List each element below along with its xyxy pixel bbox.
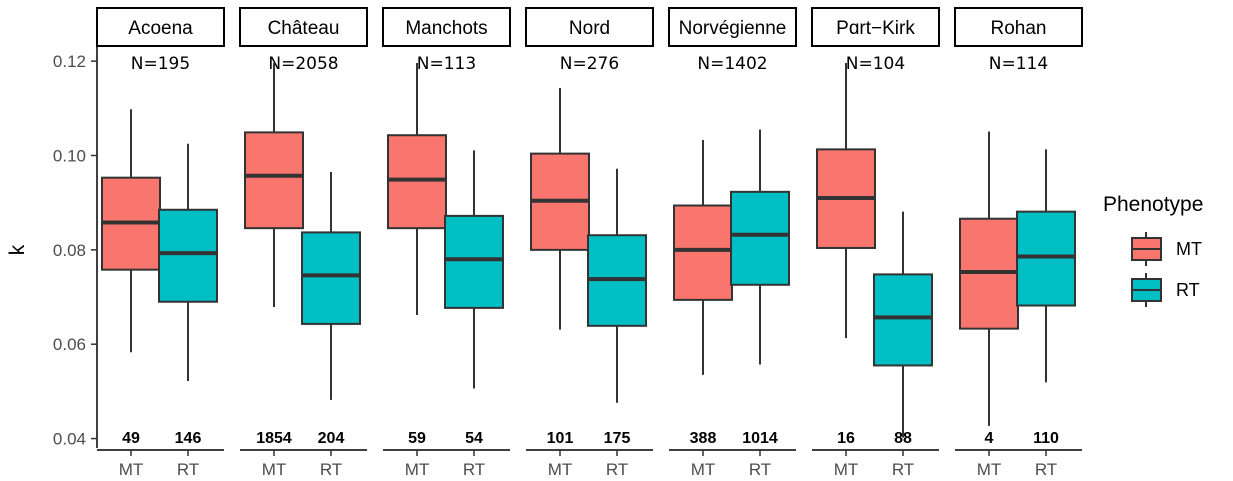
count-label: 88 xyxy=(894,430,912,447)
x-tick-label: RT xyxy=(1035,460,1057,479)
box-rt xyxy=(301,231,361,325)
legend-label: MT xyxy=(1176,239,1202,259)
box-mt xyxy=(673,204,733,301)
count-label: 59 xyxy=(408,430,426,447)
x-tick-label: RT xyxy=(892,460,914,479)
facet-strip-label: Nord xyxy=(569,18,610,39)
x-tick-label: MT xyxy=(977,460,1002,479)
box-rt xyxy=(444,214,504,309)
box-rt xyxy=(873,273,933,367)
x-tick-label: MT xyxy=(405,460,430,479)
facet-n-label: N=104 xyxy=(846,54,905,74)
count-label: 16 xyxy=(837,430,855,447)
facet-strip xyxy=(525,7,654,47)
y-axis-title: k xyxy=(6,244,29,255)
x-tick-label: RT xyxy=(749,460,771,479)
facet-n-label: N=276 xyxy=(560,54,619,74)
x-tick-label: MT xyxy=(691,460,716,479)
y-tick-label: 0.12 xyxy=(53,52,86,71)
facet-n-label: N=195 xyxy=(131,54,190,74)
box-rt xyxy=(158,208,218,303)
count-label: 49 xyxy=(122,430,140,447)
box-mt xyxy=(244,131,304,230)
legend: Phenotype MT RT xyxy=(1103,193,1203,307)
facet-panel: Manchots N=113 59 MT 54 RT xyxy=(382,7,511,479)
box-rt xyxy=(730,190,790,286)
count-label: 204 xyxy=(318,430,345,447)
x-tick-label: RT xyxy=(320,460,342,479)
facet-strip xyxy=(954,7,1083,47)
facet-n-label: N=113 xyxy=(417,54,476,74)
y-axis: 0.04 0.06 0.08 0.10 0.12 xyxy=(53,47,98,449)
facet-strip-label: Manchots xyxy=(405,18,487,39)
facet-panel: Rohan N=114 4 MT 110 RT xyxy=(954,7,1083,479)
y-tick-label: 0.04 xyxy=(53,430,86,449)
facet-n-label: N=1402 xyxy=(697,54,767,74)
x-tick-label: RT xyxy=(606,460,628,479)
facet-strip xyxy=(382,7,511,47)
facet-n-label: N=2058 xyxy=(268,54,338,74)
box-mt xyxy=(387,134,447,230)
facet-strip xyxy=(811,7,940,47)
count-label: 4 xyxy=(985,430,994,447)
facet-strip xyxy=(239,7,368,47)
legend-title: Phenotype xyxy=(1103,193,1203,216)
count-label: 388 xyxy=(690,430,717,447)
facet-panel: Pɑrt−Kirk N=104 16 MT 88 RT xyxy=(811,7,940,479)
count-label: 54 xyxy=(465,430,483,447)
facet-panel: Acoena N=195 49 MT 146 RT xyxy=(96,7,225,479)
facet-panel: Norvégienne N=1402 388 MT 1014 RT xyxy=(668,7,797,479)
x-tick-label: RT xyxy=(177,460,199,479)
facet-strip-label: Rohan xyxy=(991,18,1047,39)
legend-label: RT xyxy=(1176,280,1200,300)
y-tick-label: 0.10 xyxy=(53,147,86,166)
facet-strip xyxy=(96,7,225,47)
count-label: 146 xyxy=(175,430,202,447)
y-tick-label: 0.06 xyxy=(53,335,86,354)
facet-panel: Château N=2058 1854 MT 204 RT xyxy=(239,7,368,479)
x-tick-label: MT xyxy=(262,460,287,479)
facet-panel: Nord N=276 101 MT 175 RT xyxy=(525,7,654,479)
x-tick-label: RT xyxy=(463,460,485,479)
facet-panels: Acoena N=195 49 MT 146 RT Château N=2058 1854 MT 2… xyxy=(96,7,1083,479)
count-label: 101 xyxy=(547,430,574,447)
facet-strip-label: Château xyxy=(268,18,340,39)
count-label: 110 xyxy=(1033,430,1059,447)
x-tick-label: MT xyxy=(119,460,144,479)
y-tick-label: 0.08 xyxy=(53,241,86,260)
facet-strip xyxy=(668,7,797,47)
x-tick-label: MT xyxy=(548,460,573,479)
count-label: 1014 xyxy=(742,430,778,447)
count-label: 1854 xyxy=(256,430,292,447)
facet-strip-label: Pɑrt−Kirk xyxy=(836,18,915,39)
box-rt xyxy=(1016,210,1076,307)
facet-strip-label: Acoena xyxy=(128,18,193,39)
x-tick-label: MT xyxy=(834,460,859,479)
facet-n-label: N=114 xyxy=(989,54,1048,74)
facet-strip-label: Norvégienne xyxy=(679,18,787,39)
count-label: 175 xyxy=(604,430,631,447)
